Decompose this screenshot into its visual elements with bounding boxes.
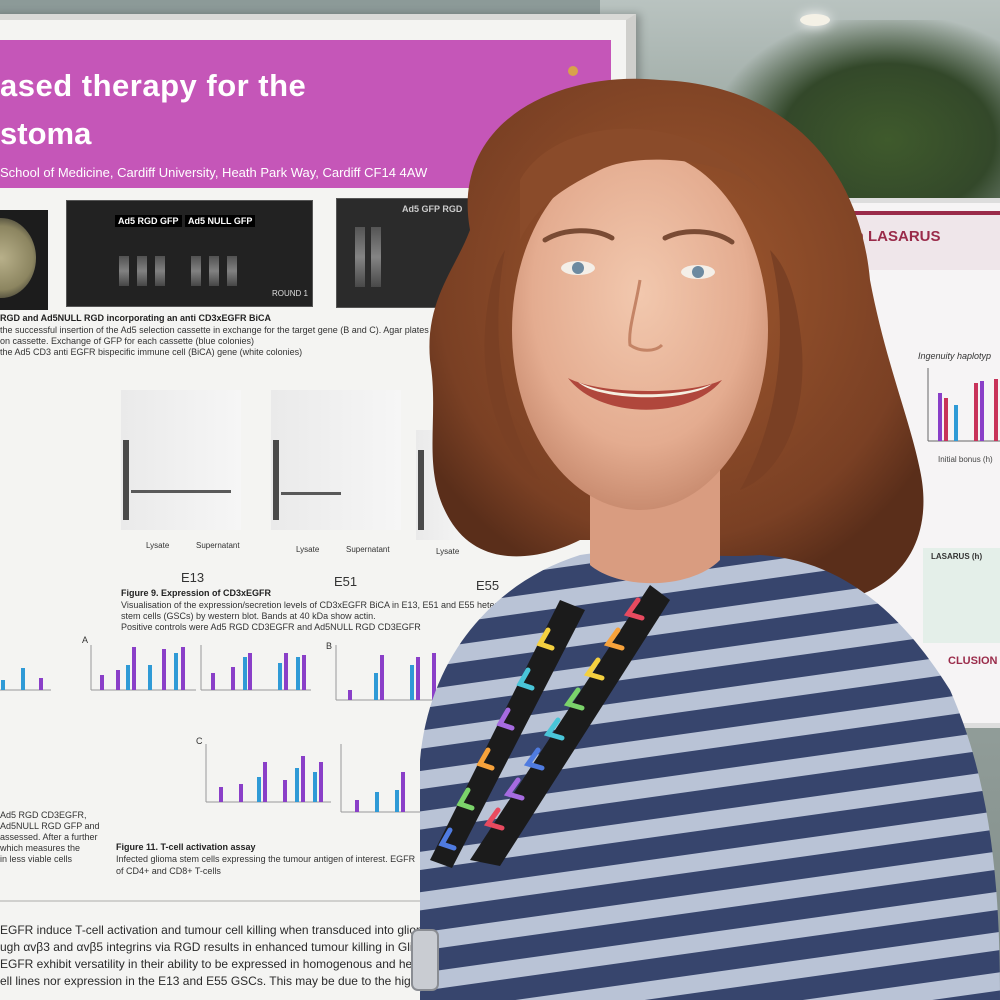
bottom-text-3: EGFR exhibit versatility in their abilit…	[0, 957, 473, 971]
poster-pin	[568, 66, 578, 76]
ceiling-lamp	[800, 14, 830, 26]
left-caption-3: assessed. After a further	[0, 832, 98, 842]
bar-charts-row1: A B	[0, 635, 441, 701]
cell-line-e51: E51	[334, 574, 358, 589]
rainbow-lanyard	[430, 600, 585, 868]
right-poster-table: LASARUS (h)	[923, 548, 1000, 643]
figure11-caption-1: Infected glioma stem cells expressing th…	[116, 854, 416, 864]
panel-letter-b: B	[326, 641, 332, 651]
blot-sublabel-4: Supernatant	[346, 545, 390, 554]
poster-title-line2: stoma	[0, 116, 92, 151]
poster-affiliation: School of Medicine, Cardiff University, …	[0, 165, 428, 180]
section-caption-3: the Ad5 CD3 anti EGFR bispecific immune …	[0, 347, 303, 357]
western-blot-e51	[271, 390, 401, 530]
poster-title-line1: ased therapy for the	[0, 68, 307, 103]
gel-label-2: Ad5 NULL GFP	[185, 215, 256, 227]
bottom-text-4: ell lines nor expression in the E13 and …	[0, 974, 438, 988]
left-caption-5: in less viable cells	[0, 854, 73, 864]
gel-footer: ROUND 1	[272, 289, 309, 298]
western-blot-e13	[121, 390, 241, 530]
smile	[568, 378, 722, 410]
petri-dish-image	[0, 210, 48, 310]
blot-sublabel-3: Lysate	[296, 545, 320, 554]
bottom-text-2: ugh αvβ3 and αvβ5 integrins via RGD resu…	[0, 940, 464, 954]
figure9-caption-3: Positive controls were Ad5 RGD CD3EGFR a…	[121, 622, 421, 632]
section-heading: RGD and Ad5NULL RGD incorporating an ant…	[0, 313, 272, 323]
blot-sublabel-5: Lysate	[436, 547, 460, 556]
gel-label-3: Ad5 GFP RGD	[402, 204, 463, 214]
section-caption-2: on cassette. Exchange of GFP for each ca…	[0, 336, 254, 346]
right-poster-table-header: LASARUS (h)	[931, 552, 983, 561]
gel-image-1: Ad5 RGD GFP Ad5 NULL GFP ROUND 1	[66, 200, 313, 307]
panel-letter-c: C	[196, 736, 203, 746]
cell-line-e55: E55	[476, 578, 500, 593]
figure9-caption-2: stem cells (GSCs) by western blot. Bands…	[121, 611, 376, 621]
figure11-caption-2: of CD4+ and CD8+ T-cells	[116, 866, 221, 876]
figure9-title: Figure 9. Expression of CD3xEGFR	[121, 588, 272, 598]
right-poster-conclusion: CLUSION	[948, 655, 998, 667]
bottom-text-1: EGFR induce T-cell activation and tumour…	[0, 923, 462, 937]
striped-sweater	[420, 551, 1000, 1000]
blot-sublabel-2: Supernatant	[196, 541, 240, 550]
blot-sublabel-1: Lysate	[146, 541, 170, 550]
figure11-title: Figure 11. T-cell activation assay	[116, 842, 256, 852]
left-caption-1: Ad5 RGD CD3EGFR,	[0, 810, 87, 820]
left-caption-2: Ad5NULL RGD GFP and	[0, 821, 100, 831]
right-poster-axis-label: Initial bonus (h)	[938, 455, 993, 464]
figure9-caption-1: Visualisation of the expression/secretio…	[121, 600, 538, 610]
face	[512, 150, 768, 510]
panel-letter-a: A	[82, 635, 88, 645]
lanyard-clip	[411, 929, 439, 991]
cell-line-e13: E13	[181, 570, 205, 585]
section-caption-1: the successful insertion of the Ad5 sele…	[0, 325, 429, 335]
right-poster-chart-caption: Ingenuity haplotyp	[918, 351, 992, 361]
right-poster-chart	[927, 368, 1000, 442]
gel-label-1: Ad5 RGD GFP	[115, 215, 182, 227]
left-caption-4: which measures the	[0, 843, 81, 853]
